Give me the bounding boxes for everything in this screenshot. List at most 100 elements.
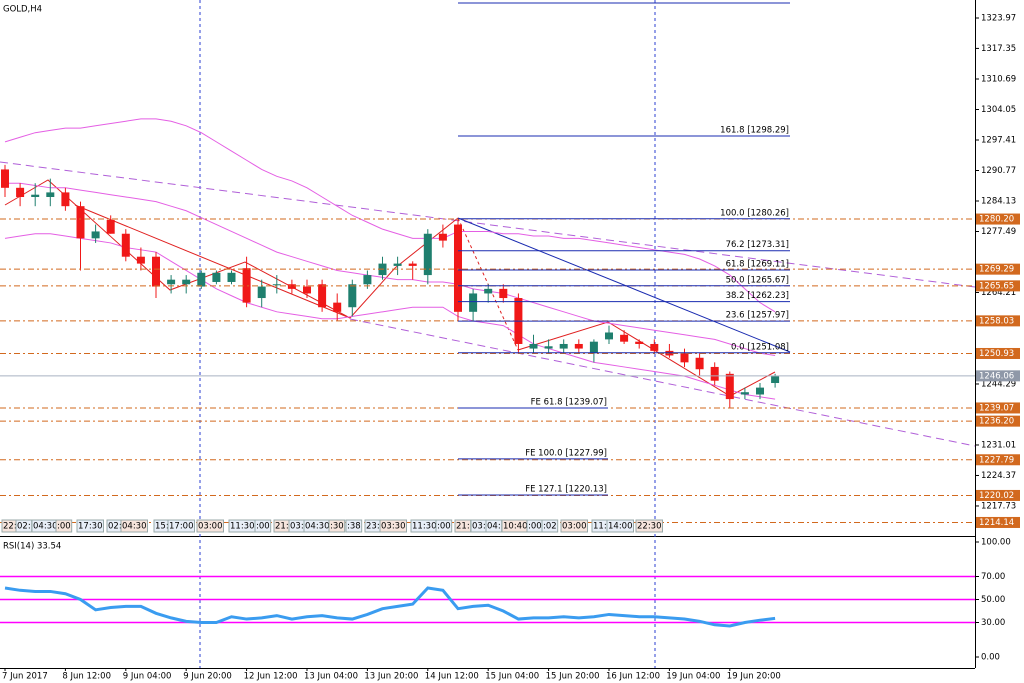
candle-body [574, 343, 583, 349]
price-label-box [976, 315, 1020, 327]
current-price-label: 1246.06 [979, 371, 1014, 381]
price-label-box [976, 489, 1020, 501]
session-box [254, 519, 272, 533]
trend-line [349, 318, 976, 447]
candle-body [212, 272, 221, 282]
y-tick-label: 1217.73 [981, 501, 1016, 511]
candle-body [318, 284, 327, 308]
y-tick-label: 50.00 [981, 595, 1005, 605]
candle-body [227, 272, 236, 282]
price-label: 1280.20 [979, 215, 1014, 225]
session-label: :00 [437, 522, 451, 532]
session-box [167, 519, 195, 533]
session-box [345, 519, 363, 533]
price-label-box [976, 280, 1020, 292]
candle-body [16, 187, 25, 197]
y-tick-label: 30.00 [981, 618, 1005, 628]
session-label: 02: [108, 522, 122, 532]
band-lower [4, 233, 776, 400]
candle-body [635, 341, 644, 344]
candle-body [76, 206, 85, 239]
session-label: 04:30 [305, 522, 330, 532]
y-tick-label: 1290.77 [981, 166, 1016, 176]
candle-body [121, 233, 130, 257]
session-label: 21: [275, 522, 289, 532]
candle-body [393, 263, 402, 266]
x-tick-label: 19 Jun 04:00 [666, 672, 720, 682]
candle-body [710, 366, 719, 381]
y-tick-label: 1231.01 [981, 440, 1016, 450]
session-box [76, 519, 104, 533]
price-label-box [976, 415, 1020, 427]
y-tick-label: 1323.97 [981, 14, 1016, 24]
candle-body [438, 233, 447, 241]
session-label: :00 [256, 522, 270, 532]
candle-body [680, 353, 689, 363]
session-box [120, 519, 148, 533]
price-label: 1265.65 [979, 281, 1014, 291]
y-tick-label: 1224.37 [981, 471, 1016, 481]
y-tick-label: 0.00 [981, 652, 1000, 662]
band-upper [4, 118, 776, 313]
session-label: :00 [57, 522, 71, 532]
y-tick-label: 1244.29 [981, 379, 1016, 389]
session-label: 11:30 [412, 522, 437, 532]
price-label-box [976, 454, 1020, 466]
fibo-trend [457, 217, 791, 353]
y-tick-label: 1284.13 [981, 196, 1016, 206]
session-label: :02 [543, 522, 557, 532]
band-middle [5, 182, 776, 356]
session-label: 04:30 [122, 522, 147, 532]
price-label-box [976, 347, 1020, 359]
x-tick-label: 9 Jun 04:00 [123, 672, 172, 682]
x-tick-label: 9 Jun 20:00 [183, 672, 232, 682]
candle-body [46, 192, 55, 197]
candle-body [152, 256, 160, 287]
fibo-label: 0.0 [1251.08] [731, 342, 789, 352]
x-tick-label: 19 Jun 20:00 [727, 672, 781, 682]
session-label: 15: [155, 522, 169, 532]
session-label: :00 [528, 522, 542, 532]
candle-body [31, 194, 40, 197]
candle-body [650, 343, 659, 351]
candle-body [620, 334, 629, 342]
y-tick-label: 1264.21 [981, 288, 1016, 298]
zigzag [517, 321, 776, 397]
candle-body [303, 286, 311, 294]
candle-body [771, 376, 780, 384]
price-label-box [976, 263, 1020, 275]
candle-body [469, 293, 478, 312]
session-label: 10:40 [503, 522, 528, 532]
x-tick-label: 13 Jun 20:00 [364, 672, 418, 682]
candle-body [499, 288, 508, 299]
candle-body [725, 373, 734, 400]
candle-body [695, 357, 704, 370]
candle-body [272, 284, 281, 286]
session-label: 03:00 [198, 522, 223, 532]
candle-body [182, 279, 191, 285]
candle-body [423, 233, 432, 276]
session-label: 03: [290, 522, 304, 532]
x-tick-label: 14 Jun 12:00 [425, 672, 479, 682]
price-label: 1236.20 [979, 417, 1014, 427]
x-tick-label: 15 Jun 20:00 [546, 672, 600, 682]
session-label: 17:00 [169, 522, 194, 532]
fibo-label: 38.2 [1262.23] [726, 291, 789, 301]
candle-body [167, 279, 176, 285]
session-box [435, 519, 453, 533]
session-box [635, 519, 663, 533]
candle-body [484, 288, 493, 294]
rsi-title: RSI(14) 33.54 [3, 542, 61, 552]
fibo-label: 76.2 [1273.31] [726, 240, 789, 250]
session-box [196, 519, 224, 533]
candle-body [756, 387, 764, 395]
fibo-label: 23.6 [1257.97] [726, 311, 789, 321]
price-label: 1269.29 [979, 265, 1014, 275]
y-tick-label: 1297.41 [981, 135, 1016, 145]
candle-body [287, 284, 296, 289]
price-label: 1239.07 [979, 403, 1014, 413]
price-label: 1250.93 [979, 349, 1014, 359]
expansion-label: FE 127.1 [1220.13] [525, 484, 607, 494]
candle-body [605, 332, 613, 340]
candle-body [106, 219, 115, 234]
